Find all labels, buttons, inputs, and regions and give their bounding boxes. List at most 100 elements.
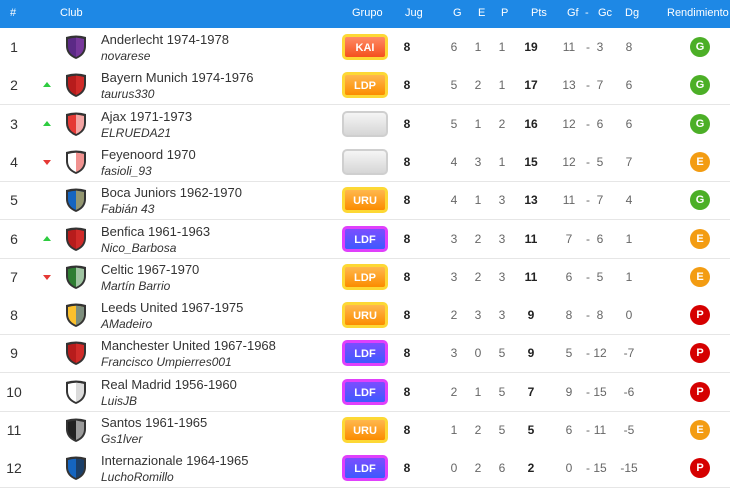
lost-count: 3 — [498, 269, 506, 284]
club-crest-icon — [66, 188, 86, 213]
header-drawn[interactable]: E — [478, 7, 486, 19]
manager-name[interactable]: LuisJB — [101, 393, 138, 408]
goals-against: 12 — [593, 346, 607, 361]
group-badge[interactable]: LDF — [342, 455, 388, 482]
club-name[interactable]: Anderlecht 1974-1978 — [101, 32, 229, 47]
played-count: 8 — [403, 308, 411, 323]
club-name[interactable]: Manchester United 1967-1968 — [101, 338, 276, 354]
table-row[interactable]: 1 Anderlecht 1974-1978 novarese KAI 8 6 1 1 19 11… — [0, 28, 730, 67]
table-row[interactable]: 11 Santos 1961-1965 Gs1lver URU 8 1 2 5 5 6-11 -5 E — [0, 411, 730, 450]
points: 15 — [524, 154, 538, 169]
table-row[interactable]: 5 Boca Juniors 1962-1970 Fabián 43 URU 8 4 1 3 1… — [0, 181, 730, 221]
group-badge[interactable]: LDP — [342, 72, 388, 99]
group-badge[interactable] — [342, 110, 388, 137]
club-name[interactable]: Santos 1961-1965 — [101, 415, 208, 430]
club-name[interactable]: Bayern Munich 1974-1976 — [101, 70, 254, 86]
goal-difference: -5 — [623, 423, 635, 437]
table-row[interactable]: 7 Celtic 1967-1970 Martín Barrio LDP 8 3 2 3 11 6… — [0, 258, 730, 297]
manager-name[interactable]: fasioli_93 — [101, 163, 152, 178]
lost-count: 5 — [498, 423, 506, 437]
group-badge[interactable]: URU — [342, 302, 388, 329]
header-lost[interactable]: P — [501, 7, 509, 19]
performance-badge: P — [690, 458, 710, 479]
row-position: 8 — [10, 307, 18, 324]
goals-separator: - — [586, 116, 590, 131]
manager-name[interactable]: taurus330 — [101, 87, 155, 102]
goals-for: 7 — [565, 231, 573, 246]
group-badge[interactable]: LDF — [342, 378, 388, 405]
table-row[interactable]: 3 Ajax 1971-1973 ELRUEDA21 8 5 1 2 16 12-6 6 G — [0, 105, 730, 144]
header-gf[interactable]: Gf — [567, 7, 579, 19]
manager-name[interactable]: Fabián 43 — [101, 202, 155, 217]
goals-for: 11 — [562, 193, 576, 208]
performance-badge: E — [690, 420, 710, 440]
group-badge[interactable]: KAI — [342, 34, 388, 60]
table-row[interactable]: 4 Feyenoord 1970 fasioli_93 8 4 3 1 15 12-5 7 E — [0, 142, 730, 182]
group-badge[interactable] — [342, 148, 388, 175]
played-count: 8 — [403, 78, 411, 93]
row-position: 10 — [6, 383, 22, 400]
manager-name[interactable]: ELRUEDA21 — [101, 125, 172, 140]
table-row[interactable]: 10 Real Madrid 1956-1960 LuisJB LDF 8 2 1 5 7 9-1… — [0, 372, 730, 412]
won-count: 5 — [450, 116, 458, 131]
club-name[interactable]: Real Madrid 1956-1960 — [101, 376, 237, 392]
goals-separator: - — [586, 231, 590, 246]
goals-for: 9 — [565, 384, 573, 399]
manager-name[interactable]: Gs1lver — [101, 432, 143, 446]
header-performance[interactable]: Rendimiento — [667, 7, 729, 19]
goals-against: 11 — [593, 423, 607, 437]
goal-difference: -6 — [623, 384, 635, 399]
goals-separator: - — [586, 384, 590, 399]
table-row[interactable]: 2 Bayern Munich 1974-1976 taurus330 LDP 8 5 2 1… — [0, 66, 730, 106]
club-name[interactable]: Ajax 1971-1973 — [101, 108, 193, 124]
goals-against: 6 — [596, 231, 604, 246]
performance-badge: P — [690, 343, 710, 364]
goals-for: 5 — [565, 346, 573, 361]
manager-name[interactable]: Martín Barrio — [101, 278, 171, 293]
header-club[interactable]: Club — [60, 7, 83, 19]
won-count: 0 — [450, 461, 458, 476]
header-gc[interactable]: Gc — [598, 7, 613, 19]
points: 19 — [524, 40, 538, 54]
goals-separator: - — [586, 308, 590, 323]
manager-name[interactable]: novarese — [101, 49, 151, 63]
drawn-count: 3 — [474, 154, 482, 169]
points: 11 — [524, 269, 538, 284]
manager-name[interactable]: LuchoRomillo — [101, 470, 174, 485]
table-row[interactable]: 8 Leeds United 1967-1975 AMadeiro URU 8 2 3 3 9 8… — [0, 296, 730, 336]
header-dg[interactable]: Dg — [625, 7, 640, 19]
club-name[interactable]: Leeds United 1967-1975 — [101, 300, 244, 316]
goals-against: 5 — [596, 154, 604, 169]
table-row[interactable]: 12 Internazionale 1964-1965 LuchoRomillo LD… — [0, 449, 730, 488]
trend-down-icon — [43, 274, 51, 280]
played-count: 8 — [403, 193, 411, 208]
club-name[interactable]: Celtic 1967-1970 — [101, 261, 200, 277]
header-points[interactable]: Pts — [531, 7, 547, 19]
club-crest-icon — [66, 227, 86, 251]
group-badge[interactable]: LDF — [342, 225, 388, 252]
club-name[interactable]: Benfica 1961-1963 — [101, 223, 211, 239]
manager-name[interactable]: AMadeiro — [101, 317, 153, 332]
header-group[interactable]: Grupo — [352, 7, 383, 19]
row-position: 11 — [6, 422, 22, 438]
goal-difference: 6 — [625, 78, 633, 93]
group-badge[interactable]: LDF — [342, 340, 388, 367]
header-won[interactable]: G — [453, 7, 462, 19]
performance-badge: G — [690, 113, 710, 134]
table-row[interactable]: 9 Manchester United 1967-1968 Francisco Um… — [0, 334, 730, 374]
goals-separator: - — [586, 346, 590, 361]
lost-count: 1 — [498, 40, 506, 54]
manager-name[interactable]: Francisco Umpierres001 — [101, 355, 232, 370]
club-name[interactable]: Boca Juniors 1962-1970 — [101, 185, 242, 201]
club-name[interactable]: Internazionale 1964-1965 — [101, 453, 249, 469]
club-crest-icon — [66, 418, 86, 442]
won-count: 3 — [450, 269, 458, 284]
header-played[interactable]: Jug — [405, 7, 423, 19]
club-name[interactable]: Feyenoord 1970 — [101, 146, 196, 162]
group-badge[interactable]: URU — [342, 417, 388, 443]
table-row[interactable]: 6 Benfica 1961-1963 Nico_Barbosa LDF 8 3 2 3 11 7… — [0, 219, 730, 259]
group-badge[interactable]: LDP — [342, 263, 388, 290]
group-badge[interactable]: URU — [342, 187, 388, 214]
manager-name[interactable]: Nico_Barbosa — [101, 240, 177, 255]
club-crest-icon — [66, 380, 86, 404]
